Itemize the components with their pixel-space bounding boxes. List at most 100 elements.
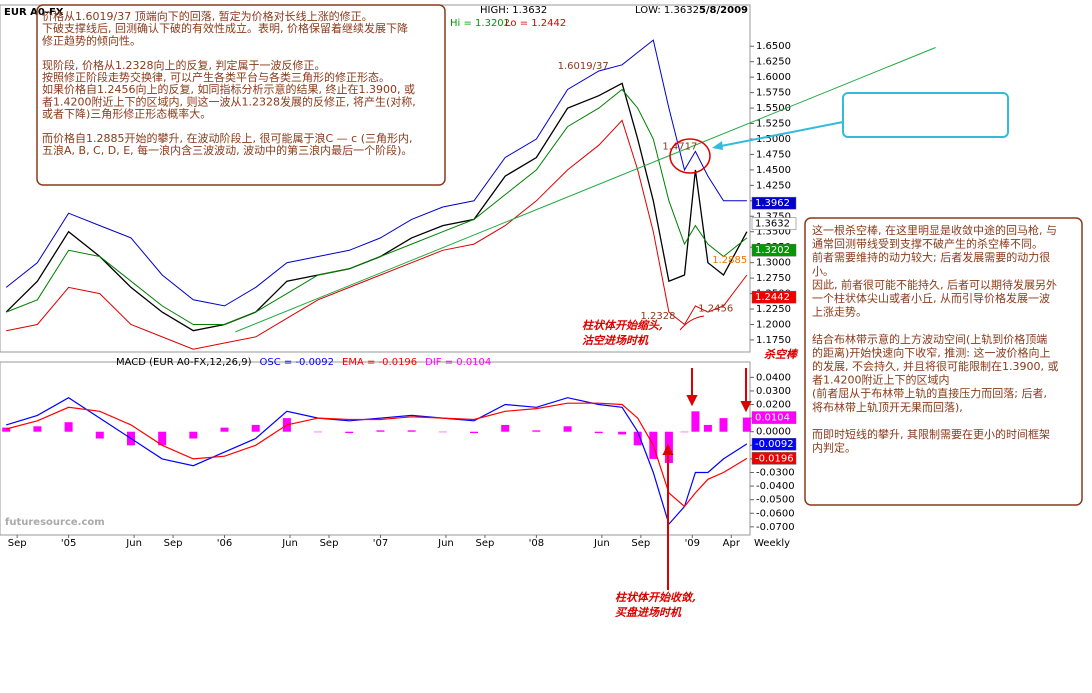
last-value-box	[751, 217, 797, 230]
macd-header: EMA = -0.0196	[342, 357, 417, 368]
x-tick-label: Sep	[8, 538, 27, 549]
last-value-label: 1.3632	[755, 219, 790, 230]
small-arrow	[679, 315, 705, 331]
macd-header: OSC = -0.0092	[259, 357, 334, 368]
period: Weekly	[754, 538, 790, 549]
y-tick-label: 0.0200	[756, 400, 791, 411]
last-value-label: 1.3202	[755, 245, 790, 256]
osc-bar	[691, 411, 700, 432]
osc-bar	[501, 424, 510, 432]
y-tick-label: -0.0600	[756, 508, 795, 519]
osc-bar	[680, 431, 689, 433]
price-line	[5, 82, 748, 332]
y-tick-label: 1.5500	[756, 103, 791, 114]
osc-bar	[470, 431, 479, 434]
osc-bar	[703, 424, 712, 432]
side-note: 而即时短线的攀升, 其限制需要在更小的时间框架	[812, 427, 1050, 441]
main-note: 五浪A, B, C, D, E, 每一浪内含三波波动, 波动中的第三浪内最后一个…	[42, 143, 412, 157]
red-note: 沽空进场时机	[582, 334, 649, 347]
last-value-label: 1.3962	[755, 198, 790, 209]
main-note: 现阶段, 价格从1.2328向上的反复, 判定属于一波反修正。	[42, 58, 325, 72]
red-note: 柱状体开始缩头,	[582, 319, 663, 332]
osc-bar	[220, 427, 229, 432]
y-tick-label: -0.0300	[756, 467, 795, 478]
y-tick-label: 1.1750	[756, 335, 791, 346]
plot: EUR A0-FX HIGH: 1.3632 LOW: 1.3632 5/8/2009…	[2, 5, 1058, 619]
main-note: 按照修正阶段走势交换律, 可以产生各类平台与各类三角形的修正形态。	[42, 70, 390, 84]
y-tick-label: 1.3500	[756, 227, 791, 238]
x-tick-label: Jun	[593, 538, 610, 549]
y-tick-label: 1.6500	[756, 41, 791, 52]
x-tick-label: Sep	[475, 538, 494, 549]
x-tick-label: '07	[373, 538, 388, 549]
x-tick-label: Jun	[437, 538, 454, 549]
y-tick-label: 0.0000	[756, 427, 791, 438]
osc-bar	[158, 431, 167, 446]
y-tick-label: 1.2000	[756, 319, 791, 330]
osc-bar	[633, 431, 642, 446]
side-note: 前者需要维持的动力较大; 后者发展需要的动力很	[812, 250, 1050, 264]
side-note: 这一根杀空棒, 在这里明显是收敛中途的回马枪, 与	[812, 223, 1057, 237]
osc-bar	[438, 431, 447, 433]
x-tick-label: '08	[529, 538, 544, 549]
y-tick-label: -0.0500	[756, 495, 795, 506]
lo: Lo = 1.2442	[505, 18, 566, 29]
side-note: 将布林带上轨顶开无果而回落),	[812, 400, 963, 414]
macd-header: MACD (EUR A0-FX,12,26,9)	[116, 357, 252, 368]
side-note: 上涨走势。	[812, 306, 867, 319]
y-tick-label: -0.0400	[756, 481, 795, 492]
y-tick-label: 1.6250	[756, 57, 791, 68]
osc-bar	[314, 431, 323, 433]
x-tick-label: Jun	[125, 538, 142, 549]
osc-bar	[376, 430, 385, 432]
last-value-box	[751, 452, 797, 465]
callout-arrowhead	[712, 141, 723, 150]
macd-header: DIF = 0.0104	[425, 357, 491, 368]
y-tick-label: 1.3000	[756, 258, 791, 269]
x-tick-label: Sep	[631, 538, 650, 549]
y-tick-label: 0.0300	[756, 386, 791, 397]
callout-box	[842, 92, 1009, 138]
date: 5/8/2009	[699, 5, 748, 16]
y-tick-label: 1.4500	[756, 165, 791, 176]
last-value-box	[751, 290, 797, 304]
price-line	[6, 119, 748, 350]
price-line	[6, 88, 748, 325]
side-note: (前者屈从于布林带上轨的直接压力而回落; 后者,	[812, 386, 1047, 400]
y-tick-label: 1.6000	[756, 72, 791, 83]
side-note: 通常回测带线受到支撑不破产生的杀空棒不同。	[812, 237, 1043, 251]
last-value-label: -0.0092	[755, 439, 794, 450]
osc-bar	[532, 430, 541, 432]
side-note: 的发展, 不会持久, 并且将很可能限制在1.3900, 或	[812, 359, 1058, 373]
side-note: 一个柱状体尖山或者小丘, 从而引导价格发展一波	[812, 291, 1050, 305]
macd-line	[6, 402, 748, 508]
osc-bar	[95, 431, 104, 439]
point-label: 1.2328	[641, 311, 676, 322]
y-tick-label: 1.2750	[756, 273, 791, 284]
y-tick-label: -0.0700	[756, 522, 795, 533]
x-tick-label: Sep	[164, 538, 183, 549]
main-note: 而价格自1.2885开始的攀升, 在波动阶段上, 很可能属于浪C — c (三角…	[42, 131, 412, 145]
y-tick-label: 1.4250	[756, 180, 791, 191]
osc-bar	[742, 417, 751, 432]
callout-arrow	[715, 121, 844, 148]
osc-bar	[251, 424, 260, 432]
y-tick-label: 1.5250	[756, 119, 791, 130]
circle-mark	[669, 138, 711, 174]
point-label: 1.2456	[698, 303, 733, 314]
y-tick-label: 1.5750	[756, 88, 791, 99]
side-note: 结合布林带示意的上方波动空间(上轨到价格顶端	[812, 332, 1047, 346]
y-tick-label: 1.4750	[756, 149, 791, 160]
side-note: 者1.4200附近上下的区域内	[812, 373, 950, 387]
y-tick-label: 1.2250	[756, 304, 791, 315]
side-note: 因此, 前者很可能不能持久, 后者可以期待发展另外	[812, 277, 1057, 291]
side-note-box	[804, 217, 1083, 506]
last-value-label: -0.0196	[755, 453, 794, 464]
last-value-label: 0.0104	[755, 413, 790, 424]
point-label: 1.6019/37	[558, 61, 609, 72]
y-tick-label: 1.3750	[756, 211, 791, 222]
osc-bar	[618, 431, 627, 435]
last-value-label: 1.2442	[755, 292, 790, 303]
osc-bar	[563, 426, 572, 432]
